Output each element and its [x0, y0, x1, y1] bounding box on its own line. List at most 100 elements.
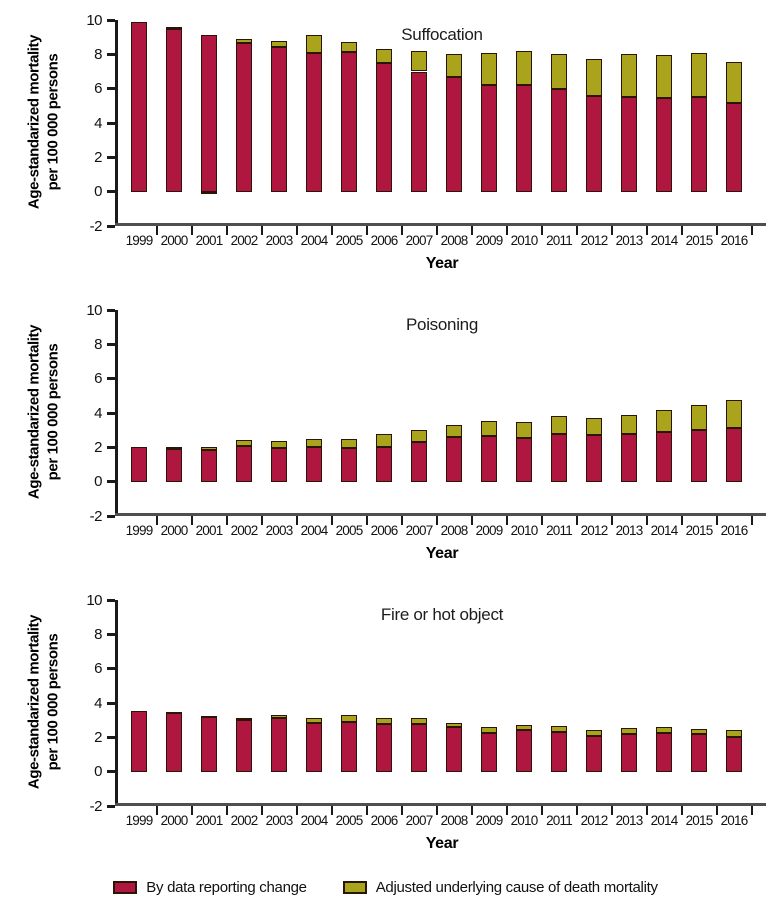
y-tick-label: -2 — [89, 217, 103, 235]
adjusted-swatch-icon — [342, 880, 367, 894]
x-axis-tick — [645, 806, 648, 815]
x-axis-tick — [680, 806, 683, 815]
plot-area: Suffocation 10 8 6 4 2 0 -2 — [86, 12, 766, 235]
bar-segment-reported — [271, 717, 287, 772]
bar-segment-adjusted — [446, 425, 462, 438]
bar-segment-reported — [341, 721, 357, 772]
y-tick-label: -2 — [89, 507, 103, 525]
x-tick-label: 2010 — [510, 523, 539, 538]
x-tick-label: 2002 — [230, 233, 259, 248]
x-tick-label: 2005 — [335, 813, 364, 828]
x-tick-label: 2006 — [370, 523, 399, 538]
x-tick-label: 1999 — [125, 813, 154, 828]
plot-area: Poisoning 10 8 6 4 2 0 -2 — [86, 302, 766, 525]
y-tick-label: 4 — [94, 694, 102, 712]
bar-segment-reported — [656, 733, 672, 772]
bar-segment-adjusted — [201, 191, 217, 195]
bar-segment-reported — [726, 737, 742, 772]
legend-item-adjusted: Adjusted underlying cause of death morta… — [342, 878, 658, 896]
x-axis-tick — [505, 806, 508, 815]
chart-suffocation: Age-standarized mortality per 100 000 pe… — [0, 0, 771, 290]
y-tick-label: 4 — [94, 114, 102, 132]
x-tick-label: 2002 — [230, 523, 259, 538]
bar-segment-reported — [306, 447, 322, 482]
x-axis-tick — [575, 516, 578, 525]
bar-segment-reported — [516, 730, 532, 772]
y-tick-label: 4 — [94, 404, 102, 422]
bar-segment-adjusted — [201, 447, 217, 450]
bar-segment-reported — [621, 97, 637, 192]
x-tick-label: 2013 — [615, 523, 644, 538]
x-tick-label: 2003 — [265, 813, 294, 828]
bar-segment-adjusted — [726, 400, 742, 428]
y-axis-label-line2: per 100 000 persons — [44, 633, 61, 771]
x-axis-tick — [680, 226, 683, 235]
bar-segment-reported — [411, 442, 427, 482]
legend-label: By data reporting change — [146, 878, 307, 896]
y-tick-label: 8 — [94, 45, 102, 63]
bar-segment-reported — [691, 733, 707, 772]
y-tick-label: 6 — [94, 370, 102, 388]
y-axis-tick — [107, 155, 115, 159]
x-tick-label: 2015 — [685, 523, 714, 538]
x-tick-label: 2016 — [720, 233, 749, 248]
x-axis-tick — [470, 226, 473, 235]
y-tick-label: 2 — [94, 148, 102, 166]
y-axis-tick — [107, 18, 115, 22]
x-tick-label: 2015 — [685, 813, 714, 828]
y-axis-tick — [107, 770, 115, 774]
x-axis-tick — [715, 516, 718, 525]
x-tick-label: 2012 — [580, 523, 609, 538]
bar-segment-adjusted — [446, 54, 462, 77]
x-tick-label: 2007 — [405, 233, 434, 248]
bar-segment-reported — [376, 62, 392, 192]
x-tick-label: 2004 — [300, 813, 329, 828]
y-tick-label: 0 — [94, 183, 102, 201]
y-axis-tick — [107, 735, 115, 739]
bar-segment-adjusted — [166, 712, 182, 715]
bar-segment-adjusted — [411, 50, 427, 72]
x-axis-tick — [680, 516, 683, 525]
bar-segment-reported — [376, 723, 392, 772]
x-tick-label: 2001 — [195, 523, 224, 538]
bar-segment-reported — [341, 51, 357, 192]
bar-segment-adjusted — [271, 715, 287, 718]
bar-segment-adjusted — [516, 50, 532, 86]
bar-segment-reported — [201, 449, 217, 482]
x-axis-tick — [155, 806, 158, 815]
x-axis-title: Year — [425, 255, 459, 272]
bar-segment-reported — [411, 71, 427, 192]
bar-segment-adjusted — [376, 433, 392, 448]
y-axis-tick — [107, 514, 115, 518]
bar-segment-reported — [586, 435, 602, 482]
x-axis-tick — [435, 516, 438, 525]
x-tick-label: 2012 — [580, 813, 609, 828]
bar-segment-adjusted — [586, 59, 602, 96]
x-axis-tick — [505, 516, 508, 525]
bar-segment-adjusted — [621, 727, 637, 734]
bar-segment-reported — [481, 85, 497, 192]
x-axis-tick — [225, 516, 228, 525]
bar-segment-reported — [166, 713, 182, 772]
bar-segment-adjusted — [166, 26, 182, 30]
x-tick-label: 1999 — [125, 233, 154, 248]
bar-segment-adjusted — [341, 438, 357, 449]
bar-segment-adjusted — [656, 55, 672, 99]
x-tick-label: 2014 — [650, 233, 679, 248]
x-axis-tick — [505, 226, 508, 235]
x-axis-tick — [470, 516, 473, 525]
x-tick-label: 2004 — [300, 233, 329, 248]
chart-title: Suffocation — [401, 25, 483, 44]
bar-segment-reported — [446, 76, 462, 192]
y-axis-label-line2: per 100 000 persons — [44, 343, 61, 481]
bar-segment-adjusted — [306, 718, 322, 723]
legend-label: Adjusted underlying cause of death morta… — [375, 878, 658, 896]
y-axis-tick — [107, 804, 115, 808]
y-axis-label-line1: Age-standarized mortality — [25, 34, 43, 210]
bar-segment-reported — [481, 436, 497, 482]
x-tick-label: 2000 — [160, 523, 189, 538]
x-tick-label: 2014 — [650, 523, 679, 538]
chart-poisoning: Age-standarized mortality per 100 000 pe… — [0, 290, 771, 580]
bar-segment-adjusted — [621, 414, 637, 434]
